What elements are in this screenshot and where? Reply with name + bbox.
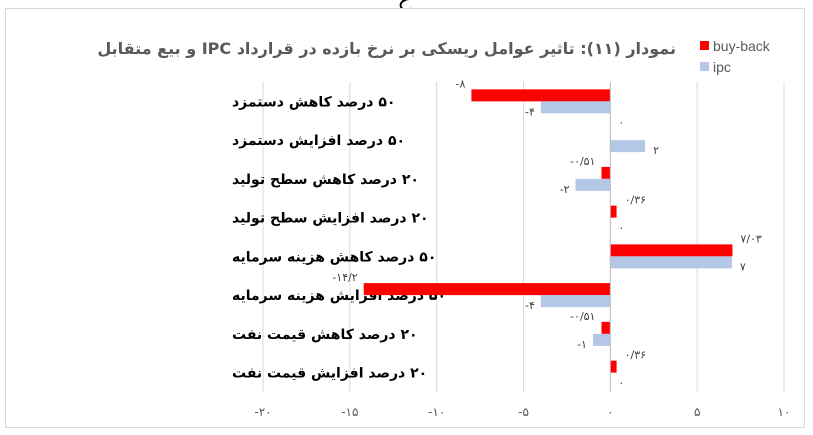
- bar-buy-back: [610, 360, 617, 373]
- x-tick-label: -۱۰: [428, 405, 445, 419]
- category-label: ۲۰ درصد افزایش قیمت نفت: [232, 366, 427, 382]
- data-label-ipc: ۷: [740, 260, 746, 273]
- legend-swatch-buyback: [700, 41, 709, 50]
- category-label: ۵۰ درصد کاهش دستمزد: [232, 94, 395, 110]
- bar-ipc: [610, 256, 732, 269]
- data-label-ipc: ۲: [653, 144, 659, 157]
- category-label: ۵۰ درصد افزایش دستمزد: [232, 133, 405, 149]
- chart-frame: نمودار (۱۱): تاثیر عوامل ریسکی بر نرخ با…: [5, 8, 805, 428]
- category-label: ۵۰ درصد کاهش هزینه سرمایه: [232, 249, 436, 265]
- x-tick-label: ۰: [607, 405, 613, 419]
- x-tick-label: -۲۰: [254, 405, 271, 419]
- bar-ipc: [540, 101, 611, 114]
- bar-buy-back: [601, 166, 611, 179]
- x-tick-label: ۵: [694, 405, 700, 419]
- bar-buy-back: [601, 321, 611, 334]
- bar-buy-back: [610, 205, 617, 218]
- bar-ipc: [575, 178, 611, 191]
- x-tick-label: -۱۵: [341, 405, 358, 419]
- bar-buy-back: [471, 89, 611, 102]
- data-label-buy-back: -۰/۵۱: [570, 310, 595, 323]
- data-label-buy-back: -۸: [456, 77, 466, 90]
- chart-legend: buy-back ipc: [700, 35, 770, 77]
- category-label: ۲۰ درصد کاهش سطح تولید: [232, 172, 419, 188]
- x-tick-label: ۱۰: [778, 405, 791, 419]
- data-label-buy-back: ۰: [618, 116, 624, 129]
- data-label-buy-back: -۰/۵۱: [570, 155, 595, 168]
- data-label-ipc: ۰: [618, 377, 624, 390]
- category-label: ۲۰ درصد کاهش قیمت نفت: [232, 327, 418, 343]
- data-label-ipc: -۱: [577, 338, 587, 351]
- top-cropped-text: ع: [360, 0, 450, 14]
- data-label-buy-back: ۰/۳۶: [625, 194, 646, 207]
- data-label-buy-back: ۰/۳۶: [625, 349, 646, 362]
- x-tick-label: -۵: [518, 405, 529, 419]
- data-label-ipc: ۰: [618, 222, 624, 235]
- legend-swatch-ipc: [700, 62, 709, 71]
- bar-buy-back: [610, 244, 733, 257]
- data-label-buy-back: ۷/۰۳: [740, 232, 762, 245]
- bar-buy-back: [363, 283, 611, 296]
- bar-ipc: [540, 295, 611, 308]
- data-label-ipc: -۲: [560, 183, 570, 196]
- data-label-buy-back: -۱۴/۲: [332, 271, 357, 284]
- chart-title: نمودار (۱۱): تاثیر عوامل ریسکی بر نرخ با…: [97, 39, 676, 58]
- legend-item-buyback: buy-back: [700, 35, 770, 56]
- category-label: ۲۰ درصد افزایش سطح تولید: [232, 211, 429, 227]
- bar-ipc: [610, 140, 646, 153]
- legend-label-ipc: ipc: [713, 58, 731, 75]
- legend-label-buyback: buy-back: [713, 37, 770, 54]
- data-label-ipc: -۴: [525, 105, 535, 118]
- legend-item-ipc: ipc: [700, 56, 770, 77]
- data-label-ipc: -۴: [525, 299, 535, 312]
- bar-ipc: [592, 333, 611, 346]
